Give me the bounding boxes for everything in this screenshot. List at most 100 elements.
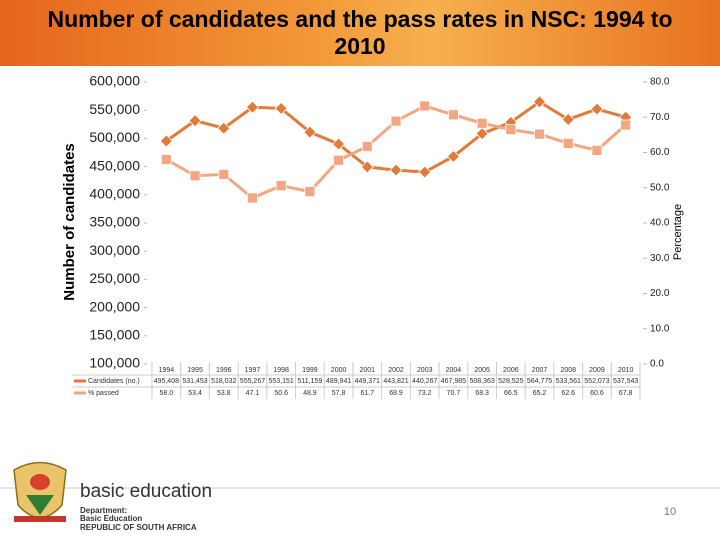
point-marker xyxy=(333,154,344,166)
y-axis-label: Number of candidates xyxy=(61,143,78,301)
y-tick-label: 200,000 xyxy=(89,298,140,314)
point-marker xyxy=(275,180,287,192)
table-value: 73.2 xyxy=(418,390,432,397)
legend-label: % passed xyxy=(88,390,119,397)
y2-tick-label: 60.0 xyxy=(650,147,670,158)
point-marker xyxy=(332,137,346,151)
x-tick-label: 2006 xyxy=(503,367,519,374)
x-tick-label: 1999 xyxy=(302,367,318,374)
table-value: 57.8 xyxy=(332,390,346,397)
table-value: 66.5 xyxy=(504,390,518,397)
table-value: 440,267 xyxy=(412,378,437,385)
point-marker xyxy=(534,128,545,140)
chart-title: Number of candidates and the pass rates … xyxy=(47,6,673,59)
table-value: 50.6 xyxy=(274,390,288,397)
y-tick-label: 550,000 xyxy=(89,101,140,117)
x-tick-label: 2007 xyxy=(532,367,548,374)
x-tick-label: 2005 xyxy=(474,367,490,374)
point-marker xyxy=(274,101,288,115)
table-value: 528,525 xyxy=(498,378,523,385)
logo-department: REPUBLIC OF SOUTH AFRICA xyxy=(80,523,197,532)
point-marker xyxy=(217,121,231,135)
x-tick-label: 1994 xyxy=(159,367,175,374)
x-tick-label: 2004 xyxy=(446,367,462,374)
y2-tick-label: 20.0 xyxy=(650,288,670,299)
table-value: 533,561 xyxy=(556,378,581,385)
point-marker xyxy=(159,134,173,148)
y-tick-label: 250,000 xyxy=(89,270,140,286)
table-value: 489,941 xyxy=(326,378,351,385)
point-marker xyxy=(247,192,258,204)
y-tick-label: 150,000 xyxy=(89,327,140,343)
legend-label: Candidates (no.) xyxy=(88,378,140,385)
y2-tick-label: 10.0 xyxy=(650,323,670,334)
y2-tick-label: 30.0 xyxy=(650,253,670,264)
y2-axis-label: Percentage xyxy=(672,204,684,260)
x-tick-label: 2010 xyxy=(618,367,634,374)
point-marker xyxy=(476,117,488,129)
point-marker xyxy=(475,127,489,141)
x-tick-label: 2000 xyxy=(331,367,347,374)
table-value: 564,775 xyxy=(527,378,552,385)
x-tick-label: 1998 xyxy=(273,367,289,374)
title-banner xyxy=(0,0,720,66)
y-tick-label: 400,000 xyxy=(89,186,140,202)
table-value: 495,408 xyxy=(154,378,179,385)
table-value: 68.9 xyxy=(389,390,403,397)
logo-emblem xyxy=(13,461,67,522)
point-marker xyxy=(389,163,403,177)
y-tick-label: 450,000 xyxy=(89,157,140,173)
table-value: 67.8 xyxy=(619,390,633,397)
point-marker xyxy=(562,137,574,149)
x-tick-label: 2009 xyxy=(589,367,605,374)
y2-tick-label: 50.0 xyxy=(650,182,670,193)
point-marker xyxy=(160,154,172,165)
y-tick-label: 100,000 xyxy=(89,355,140,371)
point-marker xyxy=(419,100,431,112)
point-marker xyxy=(218,168,230,180)
point-marker xyxy=(304,186,316,198)
table-value: 555,267 xyxy=(240,378,265,385)
point-marker xyxy=(505,124,517,135)
table-value: 552,073 xyxy=(584,378,609,385)
table-value: 61.7 xyxy=(360,390,374,397)
x-tick-label: 2002 xyxy=(388,367,404,374)
table-value: 65.2 xyxy=(533,390,547,397)
x-tick-label: 2008 xyxy=(560,367,576,374)
point-marker xyxy=(189,170,201,182)
point-marker xyxy=(448,109,459,121)
table-value: 443,821 xyxy=(383,378,408,385)
logo-department: Department: xyxy=(80,506,127,515)
table-value: 48.9 xyxy=(303,390,317,397)
table-value: 537,543 xyxy=(613,378,638,385)
y2-tick-label: 40.0 xyxy=(650,218,670,229)
point-marker xyxy=(590,102,604,116)
x-tick-label: 2003 xyxy=(417,367,433,374)
y-tick-label: 500,000 xyxy=(89,129,140,145)
y2-tick-label: 80.0 xyxy=(650,77,670,88)
point-marker xyxy=(620,119,632,131)
point-marker xyxy=(390,115,402,127)
table-value: 68.3 xyxy=(475,390,489,397)
point-marker xyxy=(446,149,460,164)
point-marker xyxy=(245,100,260,114)
point-marker xyxy=(591,144,603,156)
table-value: 70.7 xyxy=(447,390,461,397)
series-line xyxy=(165,100,627,174)
table-value: 62.6 xyxy=(561,390,575,397)
logo-brand: basic education xyxy=(80,481,212,502)
logo-department: Basic Education xyxy=(80,514,142,523)
y-tick-label: 600,000 xyxy=(89,73,140,89)
table-value: 53.4 xyxy=(188,390,202,397)
point-marker xyxy=(360,160,374,174)
table-value: 449,371 xyxy=(355,378,380,385)
x-tick-label: 1995 xyxy=(187,367,203,374)
table-value: 60.6 xyxy=(590,390,604,397)
x-tick-label: 1996 xyxy=(216,367,232,374)
table-value: 467,985 xyxy=(441,378,466,385)
table-value: 47.1 xyxy=(246,390,260,397)
x-tick-label: 1997 xyxy=(245,367,261,374)
y2-tick-label: 70.0 xyxy=(650,112,670,123)
table-value: 518,032 xyxy=(211,378,236,385)
